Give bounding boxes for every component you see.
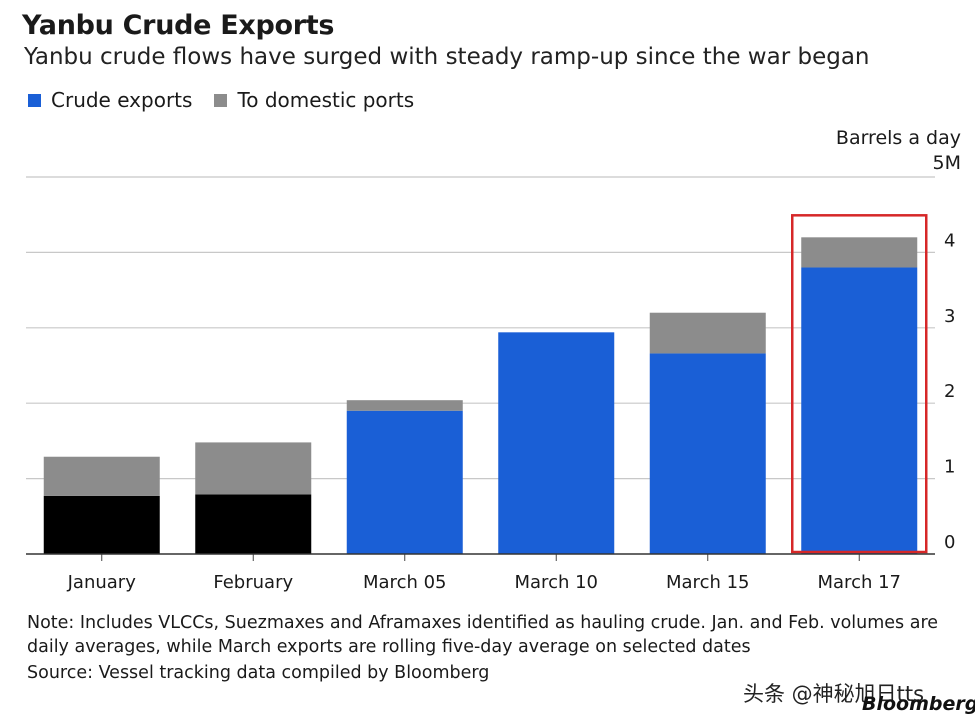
legend-label-crude-exports: Crude exports <box>51 88 193 112</box>
legend-swatch-domestic-ports <box>214 93 228 107</box>
bar-domestic-ports-5 <box>801 237 918 268</box>
legend-item-domestic-ports: To domestic ports <box>214 88 414 112</box>
y-tick-label-0: 0 <box>944 532 955 553</box>
y-tick-label-4: 4 <box>944 230 955 251</box>
y-axis-unit-label: Barrels a day 5M <box>836 126 961 176</box>
bar-crude-exports-2 <box>346 410 463 554</box>
bar-crude-exports-0 <box>43 495 160 554</box>
chart-title: Yanbu Crude Exports <box>22 10 335 41</box>
legend-item-crude-exports: Crude exports <box>28 88 192 112</box>
bloomberg-logo: Bloomberg <box>862 693 975 715</box>
bar-crude-exports-4 <box>649 353 766 554</box>
bar-domestic-ports-2 <box>346 400 463 411</box>
y-axis-unit-text: Barrels a day <box>835 127 961 149</box>
x-tick-label-1: February <box>213 572 293 593</box>
y-axis-top-tick: 5M <box>932 152 961 174</box>
chart-subtitle: Yanbu crude flows have surged with stead… <box>24 44 870 70</box>
bar-domestic-ports-1 <box>195 442 312 495</box>
x-tick-label-4: March 15 <box>666 572 750 593</box>
bar-domestic-ports-0 <box>43 456 160 496</box>
bar-crude-exports-5 <box>801 267 918 554</box>
legend: Crude exports To domestic ports <box>28 88 414 112</box>
bar-crude-exports-1 <box>195 494 312 554</box>
bar-crude-exports-3 <box>498 332 615 554</box>
y-tick-label-3: 3 <box>944 306 955 327</box>
highlight-box <box>791 214 928 554</box>
bar-domestic-ports-4 <box>649 312 766 354</box>
chart-source: Source: Vessel tracking data compiled by… <box>27 663 490 683</box>
watermark-text: 头条 @神秘旭日tts <box>743 682 925 706</box>
legend-swatch-crude-exports <box>28 93 41 107</box>
x-tick-label-5: March 17 <box>818 572 902 593</box>
x-tick-label-3: March 10 <box>515 572 599 593</box>
y-tick-label-1: 1 <box>944 457 955 478</box>
x-tick-label-0: January <box>67 572 137 593</box>
chart-note: Note: Includes VLCCs, Suezmaxes and Afra… <box>27 613 939 657</box>
x-tick-label-2: March 05 <box>363 572 447 593</box>
bar-chart: January February March 05 March 10 March 15 M… <box>26 176 955 593</box>
y-tick-label-2: 2 <box>944 381 955 402</box>
legend-label-domestic-ports: To domestic ports <box>237 88 415 112</box>
